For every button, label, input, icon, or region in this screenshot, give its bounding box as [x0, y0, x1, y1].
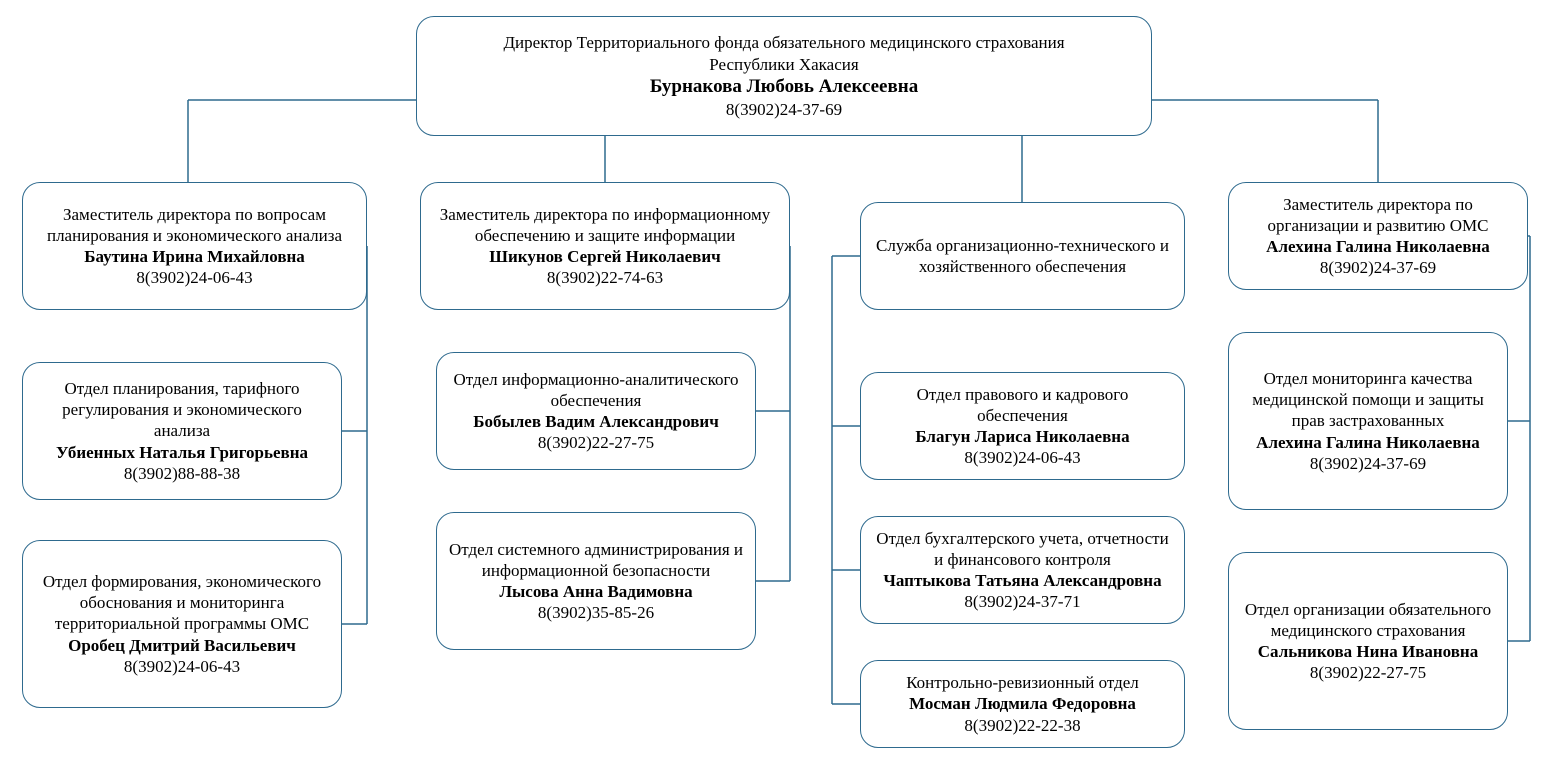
- node-title: Отдел мониторинга качества медицинской п…: [1239, 368, 1497, 432]
- node-phone: 8(3902)22-22-38: [964, 715, 1080, 736]
- node-title: Отдел правового и кадрового обеспечения: [871, 384, 1174, 427]
- node-name: Баутина Ирина Михайловна: [84, 246, 305, 267]
- node-dept-legal-hr: Отдел правового и кадрового обеспечения …: [860, 372, 1185, 480]
- node-phone: 8(3902)24-37-69: [1310, 453, 1426, 474]
- node-name: Сальникова Нина Ивановна: [1258, 641, 1478, 662]
- node-title: Отдел организации обязательного медицинс…: [1239, 599, 1497, 642]
- node-phone: 8(3902)22-27-75: [1310, 662, 1426, 683]
- node-title: Отдел формирования, экономического обосн…: [33, 571, 331, 635]
- node-phone: 8(3902)24-06-43: [964, 447, 1080, 468]
- node-director: Директор Территориального фонда обязател…: [416, 16, 1152, 136]
- node-phone: 8(3902)22-74-63: [547, 267, 663, 288]
- node-deputy-oms-org: Заместитель директора по организации и р…: [1228, 182, 1528, 290]
- node-dept-accounting: Отдел бухгалтерского учета, отчетности и…: [860, 516, 1185, 624]
- node-name: Чаптыкова Татьяна Александровна: [883, 570, 1161, 591]
- node-name: Шикунов Сергей Николаевич: [489, 246, 720, 267]
- node-dept-info-analytics: Отдел информационно-аналитического обесп…: [436, 352, 756, 470]
- node-title: Заместитель директора по информационному…: [431, 204, 779, 247]
- node-name: Оробец Дмитрий Васильевич: [68, 635, 296, 656]
- node-service-org-tech: Служба организационно-технического и хоз…: [860, 202, 1185, 310]
- node-dept-quality-monitoring: Отдел мониторинга качества медицинской п…: [1228, 332, 1508, 510]
- node-name: Лысова Анна Вадимовна: [499, 581, 692, 602]
- node-dept-oms-organization: Отдел организации обязательного медицинс…: [1228, 552, 1508, 730]
- node-deputy-it: Заместитель директора по информационному…: [420, 182, 790, 310]
- node-phone: 8(3902)24-37-69: [1320, 257, 1436, 278]
- node-phone: 8(3902)35-85-26: [538, 602, 654, 623]
- node-dept-sysadmin-security: Отдел системного администрирования и инф…: [436, 512, 756, 650]
- node-title: Отдел планирования, тарифного регулирова…: [33, 378, 331, 442]
- org-chart: Директор Территориального фонда обязател…: [0, 0, 1568, 770]
- node-title: Отдел бухгалтерского учета, отчетности и…: [871, 528, 1174, 571]
- node-phone: 8(3902)24-37-69: [726, 99, 842, 120]
- node-name: Благун Лариса Николаевна: [915, 426, 1129, 447]
- node-title: Контрольно-ревизионный отдел: [906, 672, 1139, 693]
- node-deputy-planning: Заместитель директора по вопросам планир…: [22, 182, 367, 310]
- node-name: Бобылев Вадим Александрович: [473, 411, 719, 432]
- node-phone: 8(3902)22-27-75: [538, 432, 654, 453]
- node-name: Алехина Галина Николаевна: [1266, 236, 1490, 257]
- node-title: Заместитель директора по вопросам планир…: [33, 204, 356, 247]
- node-phone: 8(3902)24-37-71: [964, 591, 1080, 612]
- node-dept-planning-tariff: Отдел планирования, тарифного регулирова…: [22, 362, 342, 500]
- node-title: Служба организационно-технического и хоз…: [871, 235, 1174, 278]
- node-name: Алехина Галина Николаевна: [1256, 432, 1480, 453]
- node-dept-oms-program: Отдел формирования, экономического обосн…: [22, 540, 342, 708]
- node-phone: 8(3902)88-88-38: [124, 463, 240, 484]
- node-dept-audit: Контрольно-ревизионный отдел Мосман Людм…: [860, 660, 1185, 748]
- node-phone: 8(3902)24-06-43: [136, 267, 252, 288]
- node-name: Мосман Людмила Федоровна: [909, 693, 1136, 714]
- node-title: Отдел информационно-аналитического обесп…: [447, 369, 745, 412]
- node-title: Заместитель директора по организации и р…: [1239, 194, 1517, 237]
- node-name: Бурнакова Любовь Алексеевна: [650, 75, 918, 99]
- node-title: Отдел системного администрирования и инф…: [447, 539, 745, 582]
- node-name: Убиенных Наталья Григорьевна: [56, 442, 308, 463]
- node-phone: 8(3902)24-06-43: [124, 656, 240, 677]
- node-title: Директор Территориального фонда обязател…: [503, 32, 1064, 75]
